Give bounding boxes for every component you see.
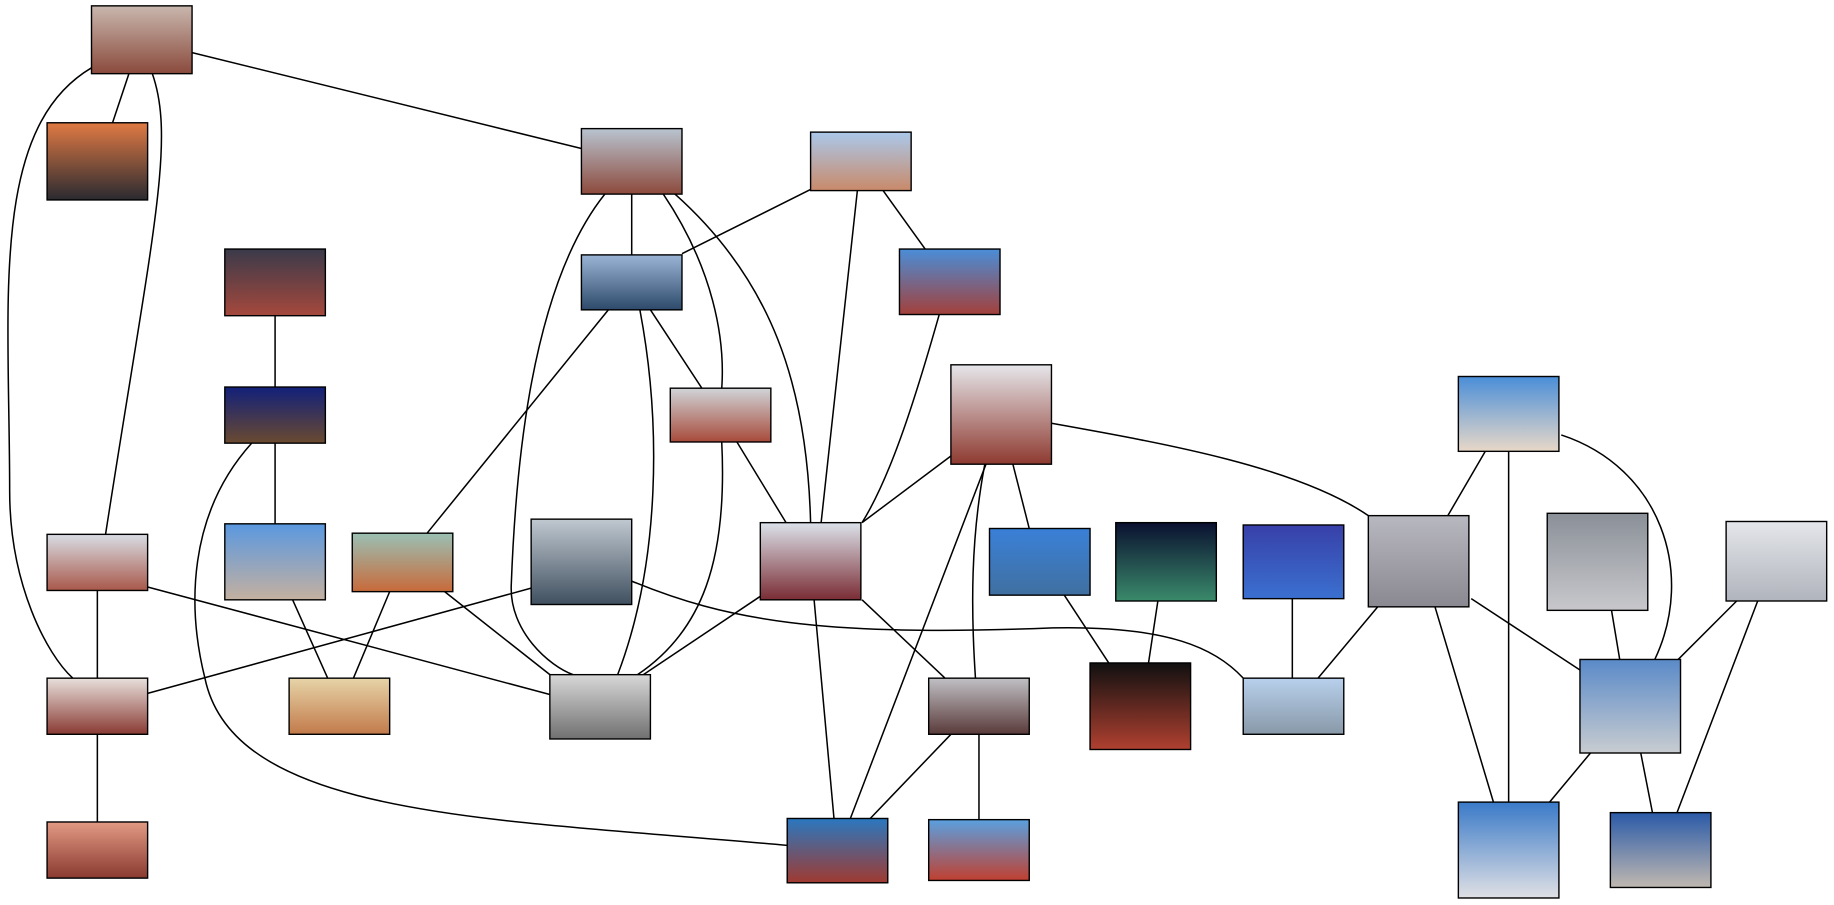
edge — [1470, 598, 1581, 671]
nodes — [46, 5, 1828, 899]
image-node — [1242, 677, 1345, 735]
edge — [869, 733, 952, 820]
edge — [1317, 606, 1379, 679]
edge — [7, 67, 92, 679]
edge — [662, 193, 724, 389]
edges — [7, 51, 1759, 847]
image-node — [46, 122, 149, 201]
image-node — [46, 533, 149, 592]
image-node — [759, 521, 862, 601]
image-node — [224, 248, 327, 317]
image-node — [1457, 375, 1560, 453]
edge — [147, 587, 532, 695]
edge — [971, 464, 986, 679]
image-node — [530, 518, 633, 606]
image-node — [1242, 524, 1345, 600]
edge — [820, 190, 859, 523]
image-node — [46, 677, 149, 735]
edge — [849, 463, 987, 819]
image-node — [1457, 801, 1560, 899]
image-node — [786, 817, 889, 884]
edge — [191, 51, 582, 150]
image-node — [580, 254, 683, 311]
edge — [426, 309, 609, 534]
image-node — [988, 527, 1091, 596]
image-node — [898, 248, 1001, 316]
edge — [104, 73, 163, 535]
image-node — [549, 673, 652, 740]
edge — [111, 73, 130, 124]
edge — [1561, 434, 1673, 660]
edge — [444, 591, 551, 676]
image-node — [90, 5, 193, 75]
edge — [291, 599, 329, 679]
edge — [1548, 752, 1592, 803]
edge — [352, 591, 391, 679]
edge — [637, 441, 724, 676]
edge — [861, 455, 952, 524]
image-node — [927, 677, 1030, 735]
image-node — [927, 818, 1030, 882]
edge — [1610, 610, 1621, 660]
edge — [681, 188, 811, 255]
image-node — [1725, 520, 1828, 602]
image-node — [1609, 811, 1712, 889]
edge — [1063, 594, 1110, 664]
edge — [642, 595, 761, 676]
edge — [1012, 464, 1030, 529]
image-node — [224, 386, 327, 444]
edge — [813, 599, 835, 819]
edge — [882, 190, 926, 250]
edge — [861, 599, 946, 679]
image-node — [809, 131, 912, 192]
edge — [1051, 422, 1369, 517]
edge — [510, 193, 606, 676]
edge — [1434, 606, 1495, 803]
image-node — [950, 364, 1053, 465]
image-node — [1089, 662, 1192, 751]
edge — [147, 586, 551, 696]
image-node — [580, 127, 683, 195]
image-node — [224, 523, 327, 601]
image-node — [1115, 521, 1218, 602]
edge — [1147, 600, 1159, 664]
edge — [674, 193, 812, 523]
image-node — [1367, 514, 1470, 608]
image-node — [46, 821, 149, 879]
edge — [631, 580, 1244, 679]
edge — [736, 441, 787, 524]
image-node — [1546, 512, 1649, 612]
image-node — [351, 532, 454, 593]
edge — [616, 309, 655, 675]
edge — [1640, 752, 1654, 813]
edge — [649, 309, 703, 389]
image-node — [288, 677, 391, 735]
image-node — [669, 387, 772, 443]
edge — [1676, 600, 1759, 813]
edge — [194, 442, 788, 847]
edge — [1447, 450, 1486, 517]
edge — [861, 314, 940, 524]
edge — [1677, 600, 1738, 660]
image-node — [1579, 658, 1682, 754]
